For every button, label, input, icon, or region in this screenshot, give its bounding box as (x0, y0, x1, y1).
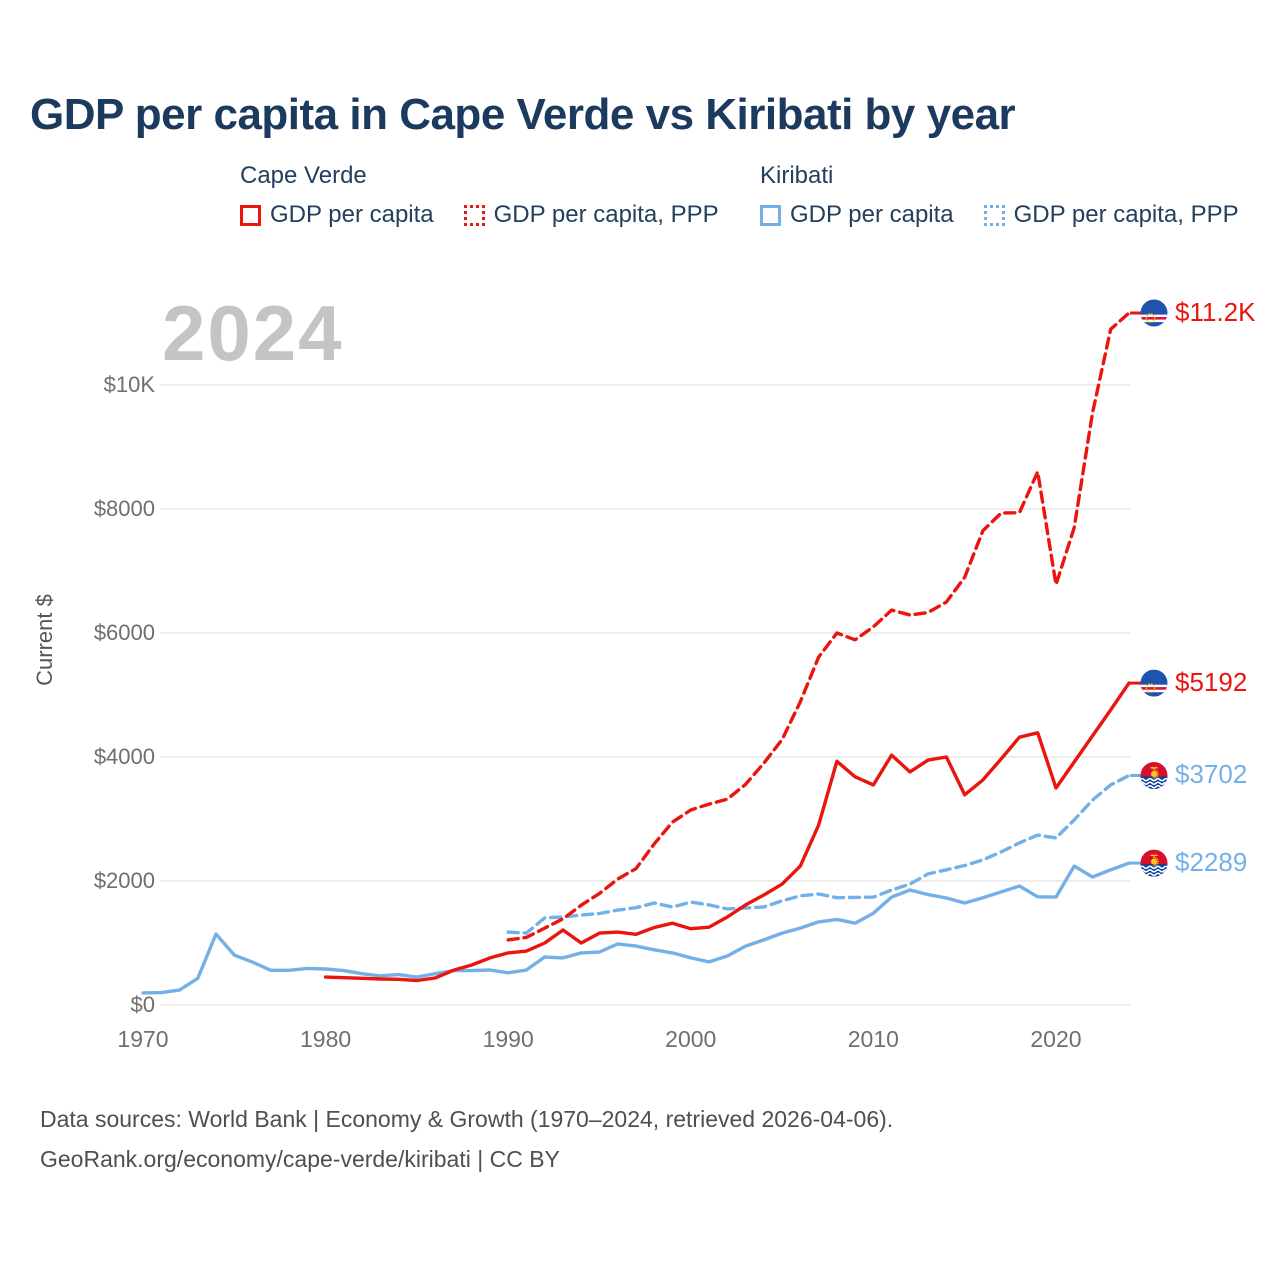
x-tick-label: 2010 (847, 1026, 899, 1052)
x-tick-label: 1970 (117, 1026, 169, 1052)
legend-group-kiribati: Kiribati GDP per capita GDP per capita, P… (760, 162, 1239, 229)
kiribati-flag-icon (1140, 849, 1168, 877)
end-value-label-kiribati-gdp-ppp: $3702 (1175, 759, 1248, 790)
y-tick-label: $4000 (93, 744, 155, 769)
legend-row: GDP per capita GDP per capita, PPP (240, 201, 719, 229)
y-tick-label: $0 (130, 992, 155, 1017)
legend-item: GDP per capita (240, 201, 434, 229)
year-watermark: 2024 (162, 289, 344, 377)
series-line-cape-verde-gdp (323, 681, 1131, 983)
footer-url-line: GeoRank.org/economy/cape-verde/kiribati … (40, 1146, 560, 1172)
legend-swatch-dotted (983, 204, 1005, 226)
legend-group-cape-verde: Cape Verde GDP per capita GDP per capita,… (240, 162, 719, 229)
x-tick-label: 1980 (299, 1026, 352, 1052)
footer-source-line: Data sources: World Bank | Economy & Gro… (40, 1106, 894, 1132)
y-tick-label: $8000 (93, 496, 155, 521)
series-line-kiribati-gdp-ppp (506, 773, 1131, 935)
legend-swatch-solid (760, 204, 781, 226)
y-tick-label: $6000 (93, 620, 155, 645)
legend-item-label: GDP per capita, PPP (493, 201, 719, 228)
legend-item-label: GDP per capita, PPP (1013, 201, 1239, 228)
legend-item: GDP per capita, PPP (463, 201, 719, 229)
cape-verde-flag-icon (1140, 299, 1168, 327)
series-line-cape-verde-gdp-ppp (506, 311, 1131, 942)
legend-group-title: Cape Verde (240, 162, 367, 189)
x-tick-label: 1990 (482, 1026, 534, 1052)
legend-swatch-dotted (463, 204, 485, 226)
cape-verde-flag-icon (1140, 669, 1168, 697)
end-value-label-cape-verde-gdp: $5192 (1175, 667, 1248, 698)
legend-group-title: Kiribati (760, 162, 834, 189)
legend-row: GDP per capita GDP per capita, PPP (760, 201, 1239, 229)
x-tick-label: 2000 (665, 1026, 717, 1052)
end-value-label-kiribati-gdp: $2289 (1175, 847, 1248, 878)
legend-item-label: GDP per capita (790, 201, 954, 228)
y-tick-label: $10K (103, 372, 155, 397)
end-value-label-cape-verde-gdp-ppp: $11.2K (1175, 297, 1256, 328)
series-line-kiribati-gdp (141, 861, 1131, 995)
legend-item: GDP per capita (760, 201, 954, 229)
legend-item-label: GDP per capita (270, 201, 434, 228)
kiribati-flag-icon (1140, 762, 1168, 789)
x-tick-label: 2020 (1030, 1026, 1082, 1052)
y-tick-label: $2000 (93, 868, 155, 893)
chart-title: GDP per capita in Cape Verde vs Kiribati… (30, 90, 1016, 139)
legend-item: GDP per capita, PPP (983, 201, 1239, 229)
legend-swatch-solid (240, 204, 261, 226)
